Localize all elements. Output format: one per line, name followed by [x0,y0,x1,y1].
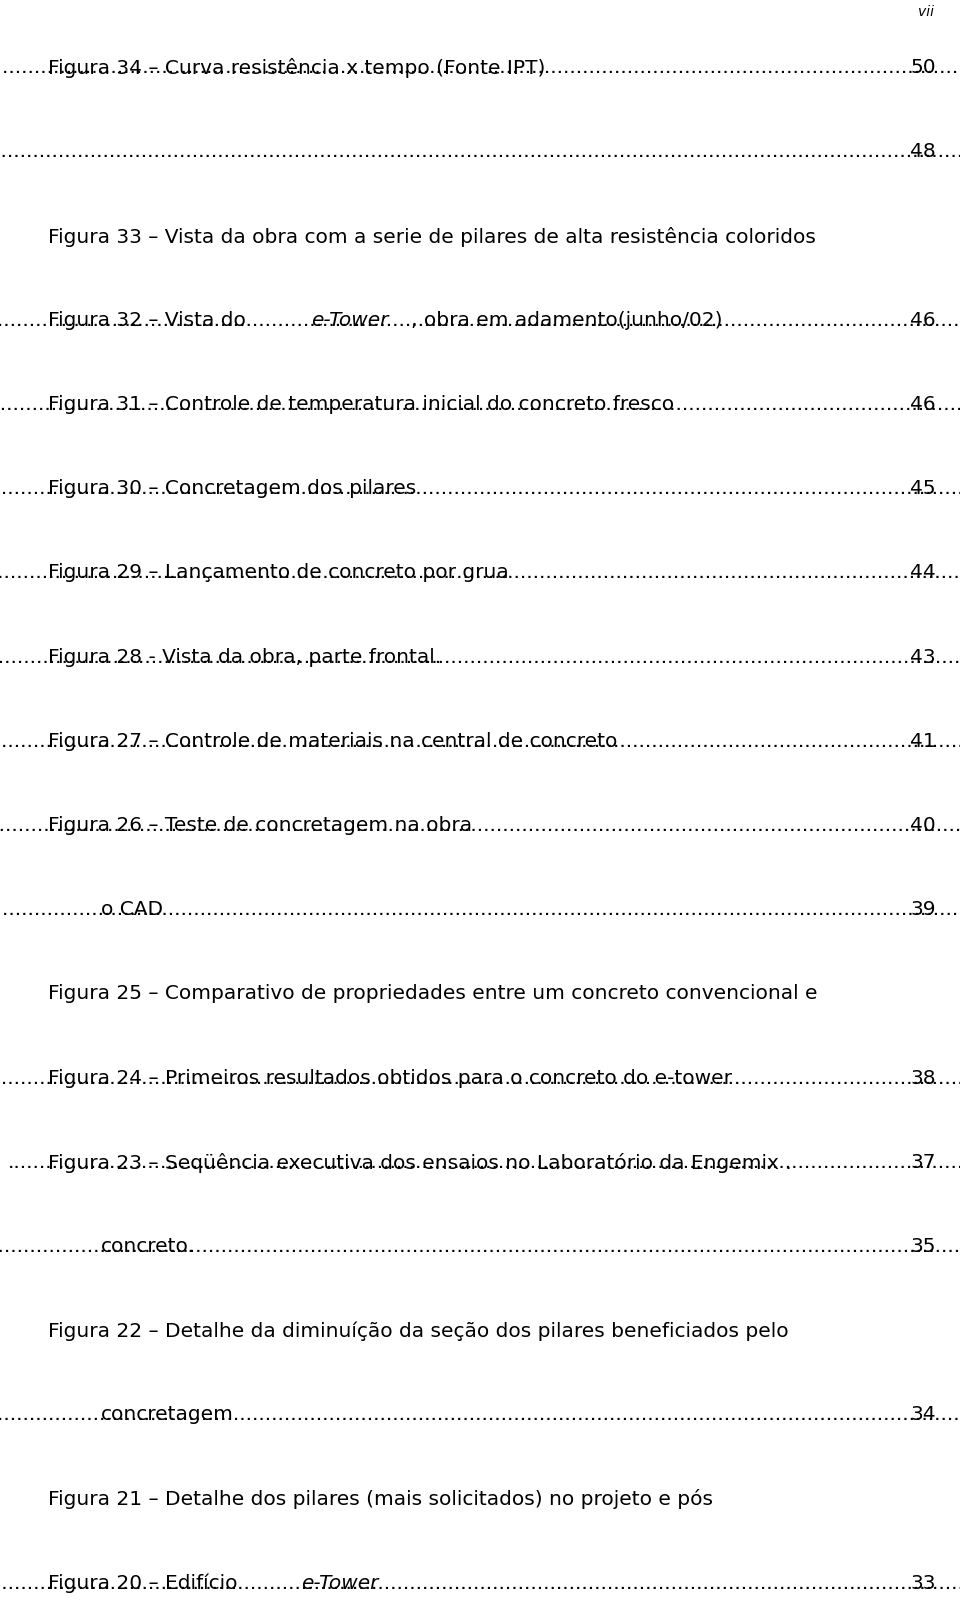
Text: Figura 22 – Detalhe da diminuíção da seção dos pilares beneficiados pelo: Figura 22 – Detalhe da diminuíção da seç… [48,1321,788,1341]
Text: 35: 35 [910,1237,936,1256]
Text: ................................................................................: ........................................… [9,1153,960,1172]
Text: ................................................................................: ........................................… [0,1069,960,1088]
Text: ................................................................................: ........................................… [0,732,960,751]
Text: ................................................................................: ........................................… [0,479,960,499]
Text: ................................................................................: ........................................… [0,900,960,920]
Text: , obra em adamento(junho/02): , obra em adamento(junho/02) [412,311,730,330]
Text: 48: 48 [910,142,936,162]
Text: 37: 37 [910,1153,936,1172]
Text: ................................................................................: ........................................… [0,1237,960,1256]
Text: 38: 38 [910,1069,936,1088]
Text: Figura 24 – Primeiros resultados obtidos para o concreto do e-tower: Figura 24 – Primeiros resultados obtidos… [48,1069,732,1088]
Text: Figura 23 – Seqüência executiva dos ensaios no Laboratório da Engemix .: Figura 23 – Seqüência executiva dos ensa… [48,1153,792,1172]
Text: ................................................................................: ........................................… [0,58,960,78]
Text: concretagem: concretagem [101,1405,233,1425]
Text: Figura 27 – Controle de materiais na central de concreto: Figura 27 – Controle de materiais na cen… [48,732,624,751]
Text: 39: 39 [910,900,936,920]
Text: concreto.: concreto. [101,1237,195,1256]
Text: vii: vii [918,5,934,19]
Text: 46: 46 [910,311,936,330]
Text: Figura 34 – Curva resistência x tempo (Fonte IPT): Figura 34 – Curva resistência x tempo (F… [48,58,545,78]
Text: e-Tower: e-Tower [300,1574,378,1593]
Text: 33: 33 [910,1574,936,1593]
Text: ................................................................................: ........................................… [0,1574,960,1593]
Text: Figura 25 – Comparativo de propriedades entre um concreto convencional e: Figura 25 – Comparativo de propriedades … [48,984,818,1004]
Text: o CAD: o CAD [101,900,163,920]
Text: 46: 46 [910,395,936,414]
Text: 50: 50 [910,58,936,78]
Text: ................................................................................: ........................................… [0,563,960,583]
Text: Figura 26 – Teste de concretagem na obra: Figura 26 – Teste de concretagem na obra [48,816,472,835]
Text: 41: 41 [910,732,936,751]
Text: 43: 43 [910,648,936,667]
Text: Figura 29 – Lançamento de concreto por grua: Figura 29 – Lançamento de concreto por g… [48,563,509,583]
Text: e-Tower: e-Tower [312,311,389,330]
Text: 40: 40 [910,816,936,835]
Text: ................................................................................: ........................................… [0,142,960,162]
Text: ................................................................................: ........................................… [0,311,960,330]
Text: Figura 32 – Vista do: Figura 32 – Vista do [48,311,252,330]
Text: ................................................................................: ........................................… [0,395,960,414]
Text: ................................................................................: ........................................… [0,1405,960,1425]
Text: ................................................................................: ........................................… [0,816,960,835]
Text: 34: 34 [910,1405,936,1425]
Text: Figura 20 – Edifício: Figura 20 – Edifício [48,1574,244,1593]
Text: ................................................................................: ........................................… [0,648,960,667]
Text: 44: 44 [910,563,936,583]
Text: Figura 30 – Concretagem dos pilares: Figura 30 – Concretagem dos pilares [48,479,417,499]
Text: 45: 45 [910,479,936,499]
Text: Figura 31 – Controle de temperatura inicial do concreto fresco: Figura 31 – Controle de temperatura inic… [48,395,681,414]
Text: Figura 21 – Detalhe dos pilares (mais solicitados) no projeto e pós: Figura 21 – Detalhe dos pilares (mais so… [48,1489,713,1509]
Text: Figura 28 - Vista da obra, parte frontal.: Figura 28 - Vista da obra, parte frontal… [48,648,442,667]
Text: Figura 33 – Vista da obra com a serie de pilares de alta resistência coloridos: Figura 33 – Vista da obra com a serie de… [48,227,816,246]
